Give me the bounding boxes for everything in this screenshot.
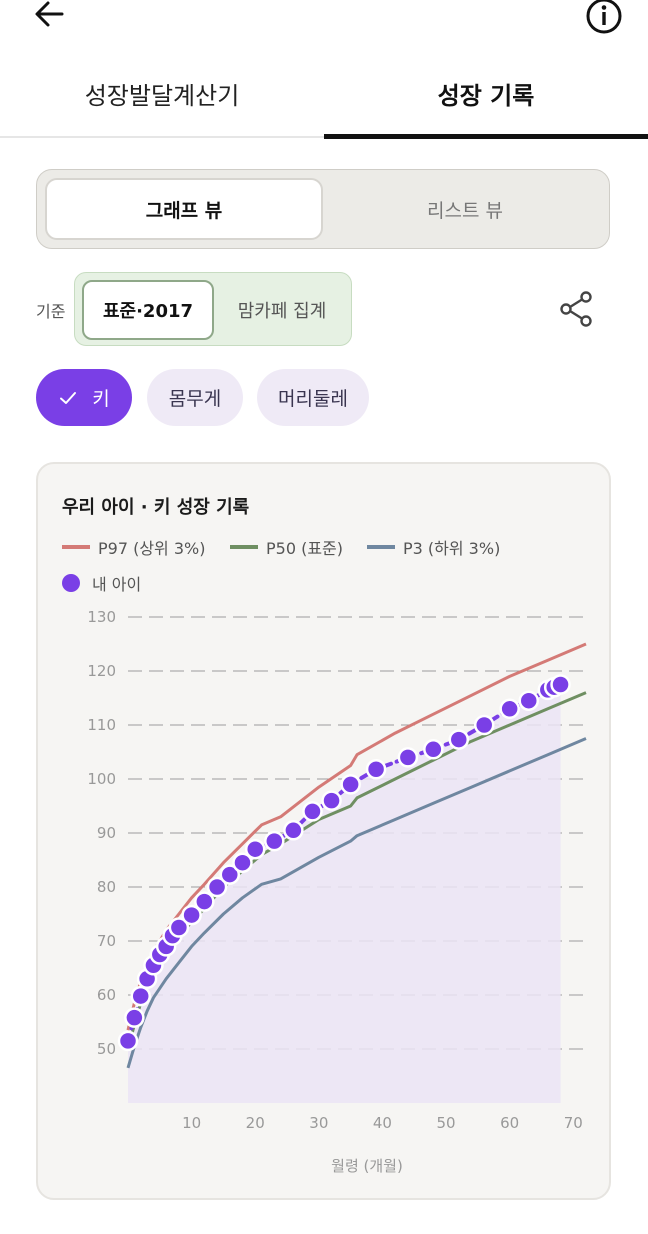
list-view-button[interactable]: 리스트 뷰 — [427, 199, 503, 222]
metric-chip-height[interactable]: 키 — [36, 369, 132, 426]
legend-label-p50: P50 (표준) — [266, 539, 344, 558]
tab-divider — [0, 136, 324, 138]
graph-view-button[interactable]: 그래프 뷰 — [45, 178, 323, 240]
legend-item-p97: P97 (상위 3%) — [62, 535, 206, 559]
legend-label-p97: P97 (상위 3%) — [98, 539, 206, 558]
standard-option-2017[interactable]: 표준·2017 — [82, 280, 214, 340]
tab-bar: 성장발달계산기 성장 기록 — [0, 62, 648, 140]
legend-swatch-p97 — [62, 545, 90, 549]
standard-label: 기준 — [36, 302, 66, 321]
legend-label-my-child: 내 아이 — [92, 575, 142, 594]
standard-option-momcafe[interactable]: 맘카페 집계 — [237, 301, 327, 322]
active-tab-indicator — [324, 134, 648, 139]
legend-swatch-p3 — [367, 545, 395, 549]
legend-item-p50: P50 (표준) — [230, 535, 343, 559]
standard-selector: 표준·2017 맘카페 집계 — [74, 272, 352, 346]
legend-swatch-p50 — [230, 545, 258, 549]
check-icon — [60, 391, 77, 404]
back-button[interactable] — [32, 0, 72, 34]
legend-item-my-child: 내 아이 — [62, 571, 141, 595]
arrow-left-icon — [35, 1, 64, 27]
legend-item-p3: P3 (하위 3%) — [367, 535, 500, 559]
chart-title: 우리 아이 · 키 성장 기록 — [62, 497, 250, 518]
legend-label-p3: P3 (하위 3%) — [403, 539, 501, 558]
metric-chip-head[interactable]: 머리둘레 — [257, 369, 369, 426]
top-bar — [0, 0, 648, 40]
share-icon — [560, 291, 592, 327]
share-button[interactable] — [558, 290, 596, 328]
metric-chip-weight[interactable]: 몸무게 — [147, 369, 243, 426]
tab-growth-calculator[interactable]: 성장발달계산기 — [84, 81, 240, 110]
view-toggle: 그래프 뷰 리스트 뷰 — [36, 169, 610, 249]
metric-chip-height-label: 키 — [92, 388, 110, 410]
info-button[interactable] — [584, 0, 624, 36]
tab-growth-record[interactable]: 성장 기록 — [437, 81, 535, 110]
legend-swatch-my-child — [62, 574, 80, 592]
info-icon — [586, 0, 622, 34]
